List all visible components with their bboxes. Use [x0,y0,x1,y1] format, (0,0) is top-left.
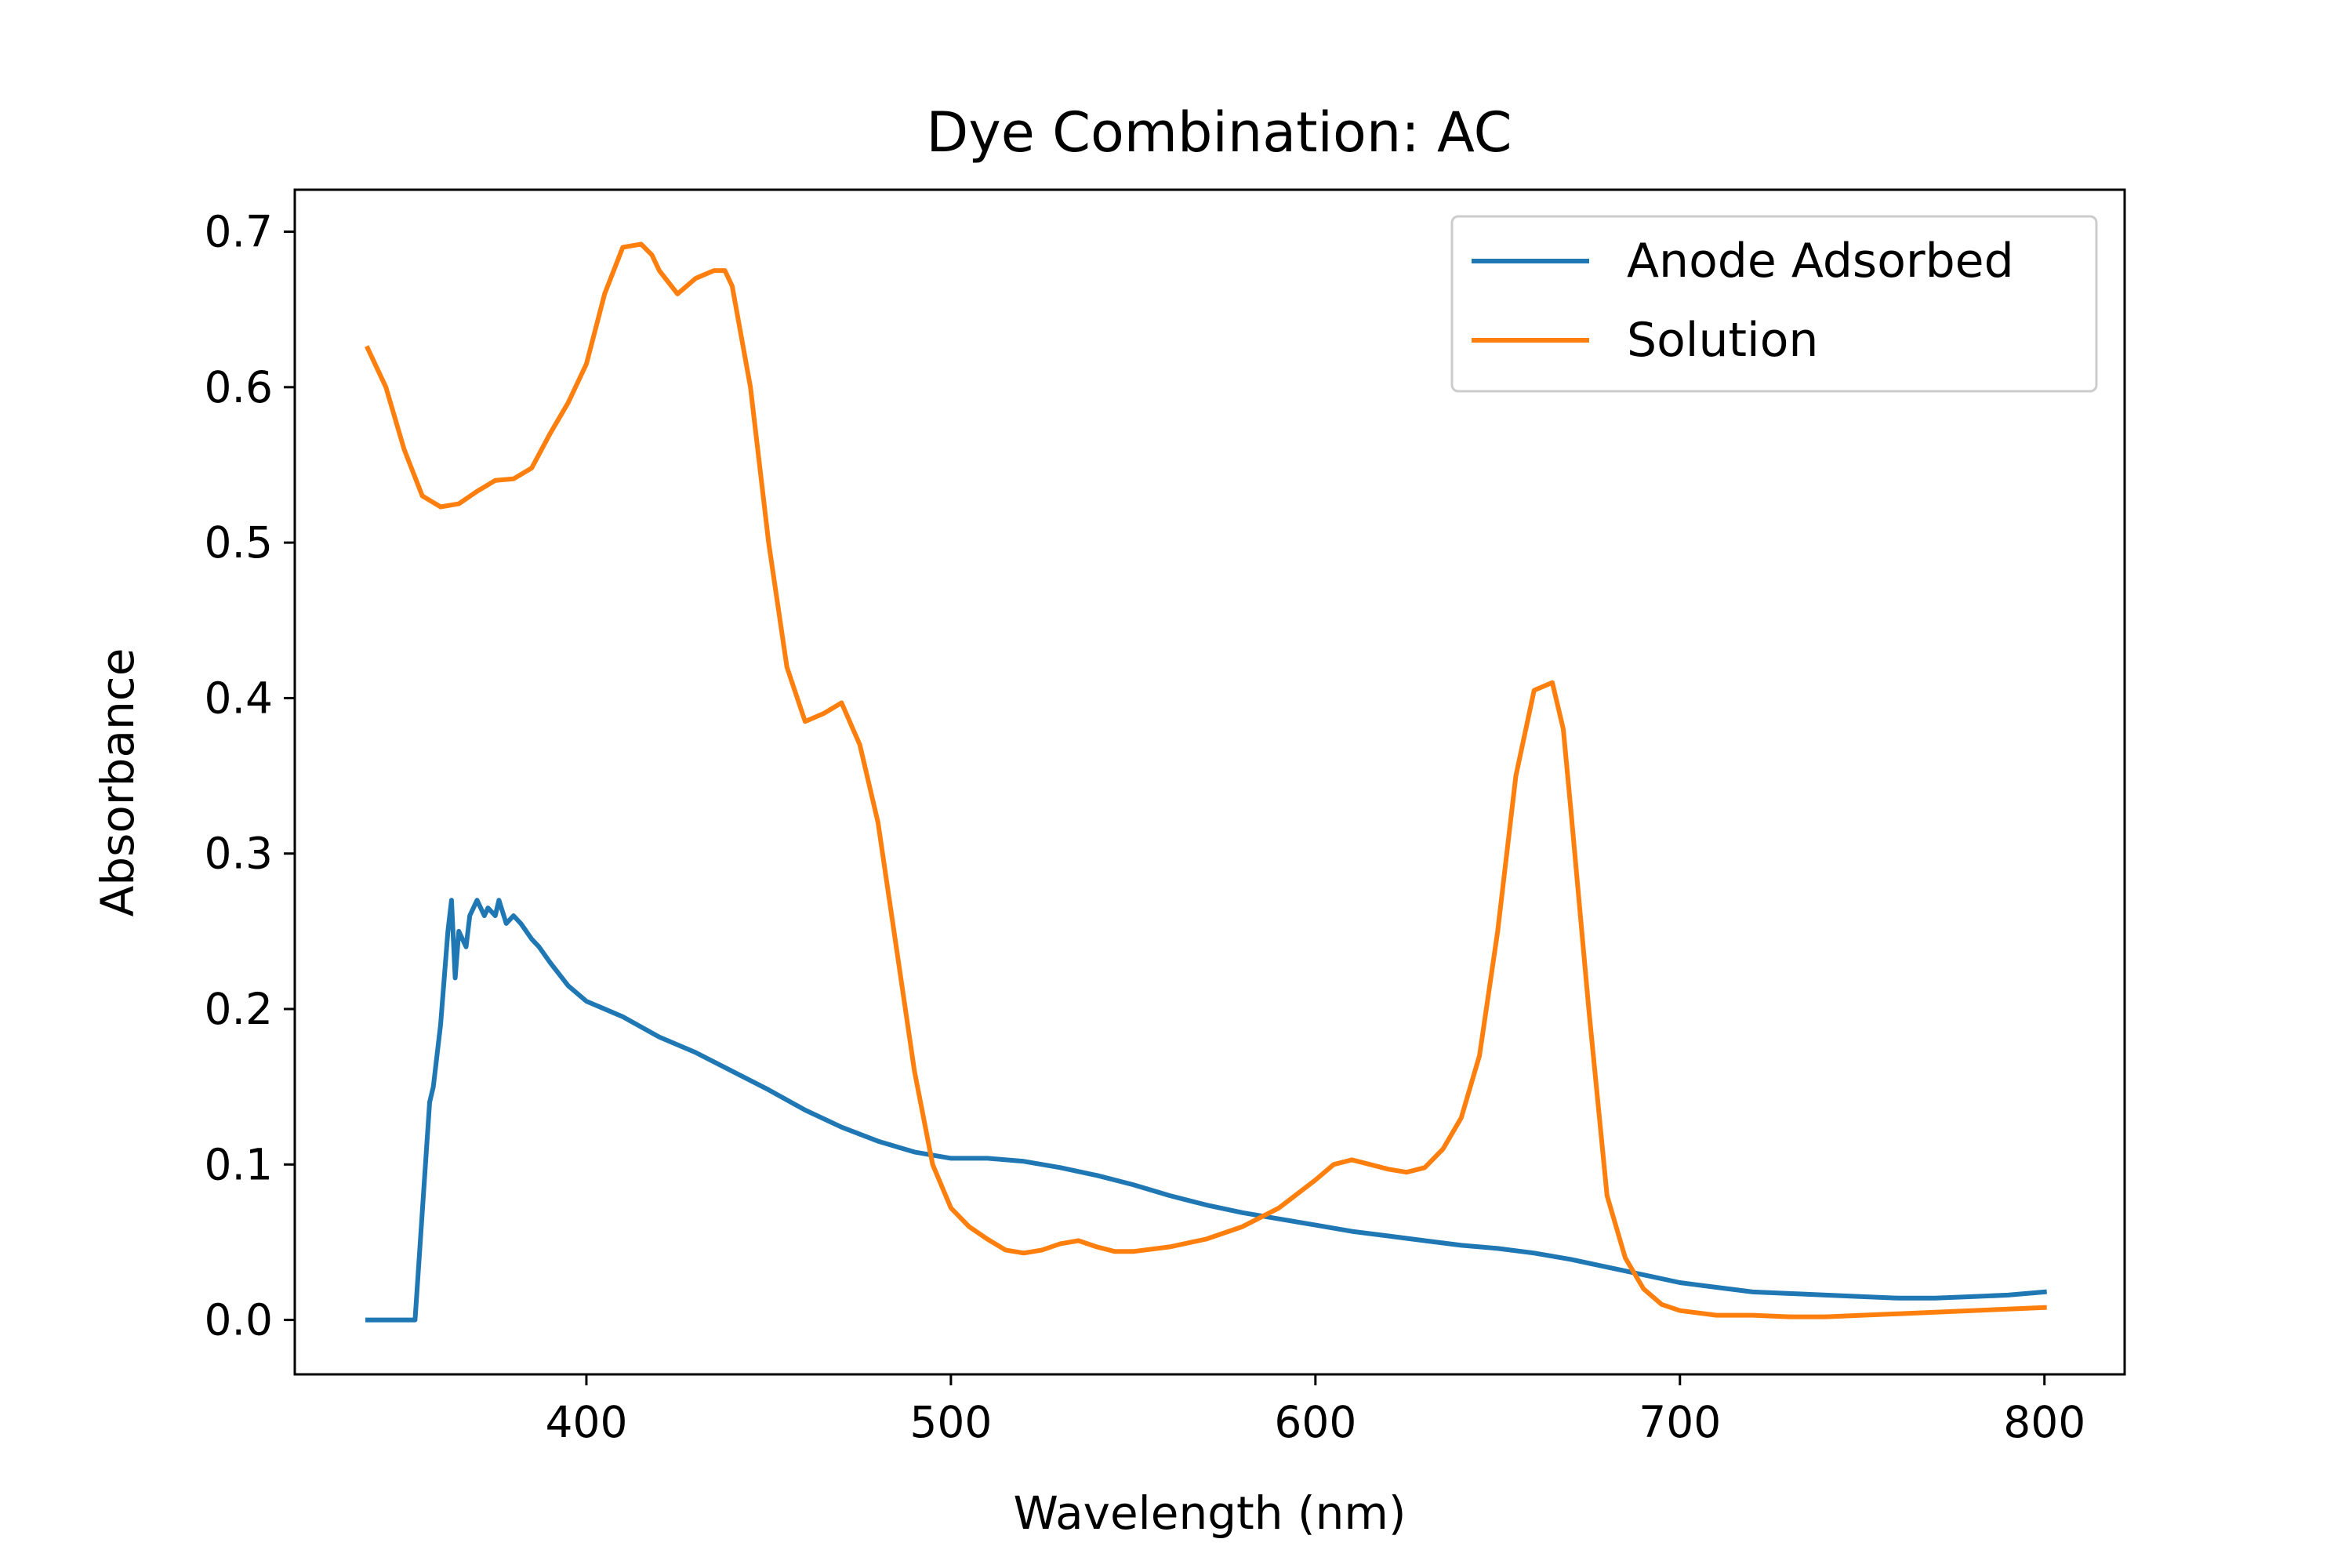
y-axis-ticks: 0.0 0.1 0.2 0.3 0.4 0.5 0.6 0.7 [205,207,295,1345]
y-tick-label: 0.4 [205,673,273,723]
y-tick-label: 0.0 [205,1295,273,1345]
x-tick-label: 800 [2003,1397,2085,1447]
chart-title: Dye Combination: AC [926,100,1512,165]
y-tick-label: 0.3 [205,829,273,879]
series-line-anode-adsorbed [365,898,2047,1323]
x-axis-label: Wavelength (nm) [1013,1486,1406,1540]
y-tick-label: 0.5 [205,517,273,568]
plot-frame [293,188,2126,1376]
x-tick-label: 700 [1639,1397,1721,1447]
y-tick-label: 0.1 [205,1139,273,1189]
legend-label-anode-adsorbed: Anode Adsorbed [1627,234,2014,289]
x-tick-label: 500 [909,1397,992,1447]
series-line-solution [365,241,2047,1319]
x-axis-ticks: 400 500 600 700 800 [545,1374,2085,1447]
y-tick-label: 0.2 [205,984,273,1034]
y-tick-label: 0.7 [205,207,273,257]
x-tick-label: 400 [545,1397,627,1447]
x-tick-label: 600 [1274,1397,1356,1447]
y-tick-label: 0.6 [205,362,273,412]
legend-label-solution: Solution [1627,313,1818,368]
legend: Anode Adsorbed Solution [1450,215,2098,393]
y-axis-label: Absorbance [91,648,144,917]
plot-content [365,241,2047,1323]
legend-box [1450,215,2098,393]
